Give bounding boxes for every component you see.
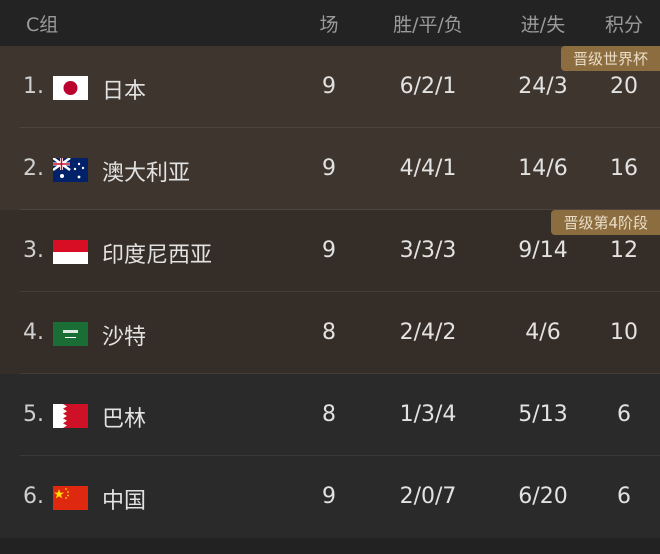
australia-flag-icon	[53, 158, 88, 182]
row-divider	[20, 291, 660, 292]
team-name[interactable]: 日本	[102, 79, 147, 104]
win-draw-loss: 1/3/4	[399, 402, 457, 427]
china-flag-icon	[53, 486, 88, 510]
played: 9	[322, 74, 336, 99]
wdl-header: 胜/平/负	[393, 14, 463, 36]
rank: 2.	[23, 156, 44, 181]
table-row[interactable]: 6. 中国 9 2/0/7 6/20 6	[0, 456, 660, 538]
win-draw-loss: 2/0/7	[399, 484, 457, 509]
group-label: C组	[26, 14, 59, 36]
goals: 4/6	[525, 320, 561, 345]
row-divider	[20, 127, 660, 128]
bottom-strip	[0, 538, 660, 554]
win-draw-loss: 3/3/3	[399, 238, 457, 263]
points: 20	[610, 74, 638, 99]
rank: 3.	[23, 238, 44, 263]
table-header: C组 场 胜/平/负 进/失 积分	[0, 0, 660, 46]
goals: 6/20	[518, 484, 568, 509]
played-header: 场	[319, 14, 339, 36]
played: 9	[322, 484, 336, 509]
row-divider	[20, 373, 660, 374]
team-name[interactable]: 巴林	[102, 407, 147, 432]
played: 8	[322, 402, 336, 427]
table-row[interactable]: 5. 巴林 8 1/3/4 5/13 6	[0, 374, 660, 456]
played: 9	[322, 156, 336, 181]
points: 10	[610, 320, 638, 345]
qualified-world-cup-badge: 晋级世界杯	[560, 46, 660, 71]
table-row[interactable]: 晋级第4阶段 3. 印度尼西亚 9 3/3/3 9/14 12	[0, 210, 660, 292]
points: 12	[610, 238, 638, 263]
goals: 5/13	[518, 402, 568, 427]
rank: 5.	[23, 402, 44, 427]
points: 6	[617, 402, 631, 427]
row-divider	[20, 209, 660, 210]
team-name[interactable]: 印度尼西亚	[102, 243, 213, 268]
goals: 24/3	[518, 74, 568, 99]
qualified-stage4-badge: 晋级第4阶段	[551, 210, 660, 235]
team-name[interactable]: 沙特	[102, 325, 147, 350]
table-row[interactable]: 晋级世界杯 1. 日本 9 6/2/1 24/3 20	[0, 46, 660, 128]
win-draw-loss: 4/4/1	[399, 156, 457, 181]
goals-header: 进/失	[520, 14, 566, 36]
rank: 6.	[23, 484, 44, 509]
played: 9	[322, 238, 336, 263]
team-name[interactable]: 中国	[102, 489, 147, 514]
goals: 9/14	[518, 238, 568, 263]
goals: 14/6	[518, 156, 568, 181]
row-divider	[20, 455, 660, 456]
points: 6	[617, 484, 631, 509]
win-draw-loss: 2/4/2	[399, 320, 457, 345]
table-row[interactable]: 2. 澳大利亚 9 4/4/1 14/6 16	[0, 128, 660, 210]
points-header: 积分	[604, 14, 644, 36]
table-row[interactable]: 4. 沙特 8 2/4/2 4/6 10	[0, 292, 660, 374]
win-draw-loss: 6/2/1	[399, 74, 457, 99]
rank: 1.	[23, 74, 44, 99]
japan-flag-icon	[53, 76, 88, 100]
indonesia-flag-icon	[53, 240, 88, 264]
rank: 4.	[23, 320, 44, 345]
played: 8	[322, 320, 336, 345]
bahrain-flag-icon	[53, 404, 88, 428]
saudi-arabia-flag-icon	[53, 322, 88, 346]
points: 16	[610, 156, 638, 181]
team-name[interactable]: 澳大利亚	[102, 161, 191, 186]
